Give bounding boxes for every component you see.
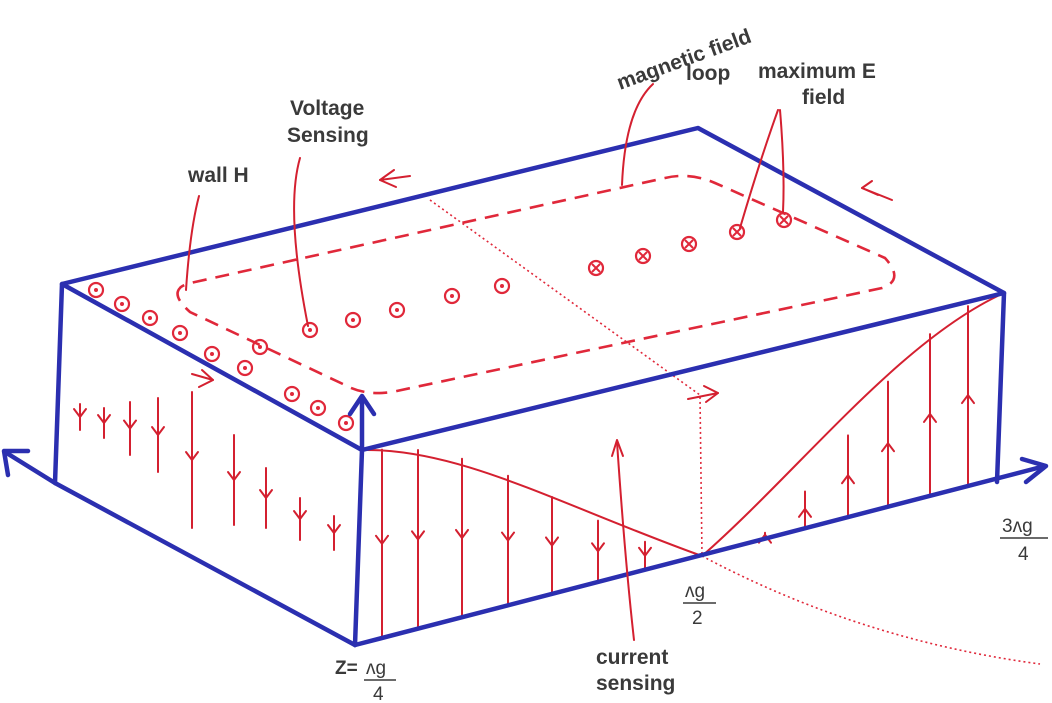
box-right-edge	[994, 290, 1007, 485]
dot-marker-10	[337, 414, 355, 432]
loop-arrow-top-head	[379, 169, 397, 188]
loop-arrow-right-head	[861, 180, 879, 196]
dot-marker-12	[344, 311, 362, 329]
side-arrow-3	[123, 401, 137, 456]
dot-marker-11	[301, 321, 319, 339]
max-e-field-leader-1	[739, 109, 779, 229]
dot-marker-1	[87, 281, 105, 299]
right-current-arrows	[758, 305, 975, 544]
dot-marker-6	[236, 359, 254, 377]
loop-arrow-bottom	[687, 392, 719, 400]
dot-marker-3	[141, 309, 159, 327]
z-numerator: ʌg	[366, 658, 386, 679]
loop-arrow-top	[379, 175, 411, 181]
loop-arrow-left	[191, 373, 214, 381]
x-axis	[2, 449, 58, 486]
label-current-sensing: sensing	[596, 672, 675, 695]
wave-curve-right	[701, 292, 1005, 557]
down-arrow-6	[961, 305, 975, 485]
cross-marker-3	[680, 235, 698, 253]
cross-marker-5	[775, 211, 793, 229]
current-wave-curve	[361, 448, 703, 557]
side-arrow-8	[293, 497, 307, 541]
front-arrow-1	[375, 448, 389, 639]
dot-marker-5	[203, 345, 221, 363]
dot-marker-7	[251, 338, 269, 356]
front-arrow-3	[455, 457, 469, 619]
label-current: current	[596, 646, 668, 669]
loop-arrow-bottom-head	[703, 385, 719, 403]
down-arrow-2	[798, 490, 812, 528]
voltage-sensing-leader	[293, 157, 309, 327]
front-arrow-4	[501, 474, 515, 607]
label-maximum-e: maximum E	[758, 60, 876, 83]
current-sensing-leader	[616, 441, 635, 641]
box-left-edge	[52, 281, 65, 486]
z-axis	[352, 463, 1048, 648]
dot-marker-15	[493, 277, 511, 295]
cross-marker-1	[587, 259, 605, 277]
current-sensing-arrowhead	[611, 439, 624, 457]
z-axis-arrowhead	[1019, 456, 1049, 485]
label-voltage: Voltage	[290, 97, 364, 120]
dot-marker-14	[443, 287, 461, 305]
front-arrow-2	[411, 449, 425, 630]
max-e-field-leader-2	[779, 109, 785, 213]
label-sensing: Sensing	[287, 124, 369, 147]
wall-h-leader	[185, 195, 200, 291]
box-front-edge	[352, 447, 365, 648]
dot-marker-8	[283, 385, 301, 403]
side-wall-arrows	[73, 391, 341, 551]
side-arrow-2	[97, 407, 111, 439]
cross-marker-4	[728, 223, 746, 241]
x-axis-arrowhead	[1, 448, 31, 478]
box-bottom-left-edge	[52, 480, 358, 648]
label-leaders	[185, 83, 785, 641]
label-wall-h: wall H	[187, 164, 249, 187]
side-arrow-4	[151, 397, 165, 473]
y-axis-arrowhead	[347, 393, 377, 417]
loop-arrow-left-head	[198, 369, 214, 388]
front-arrow-6	[591, 519, 605, 583]
front-current-arrows	[375, 448, 652, 639]
side-arrow-5	[185, 391, 199, 529]
dot-marker-13	[388, 301, 406, 319]
label-loop: loop	[686, 62, 730, 85]
e-field-out-markers	[87, 277, 511, 432]
front-arrow-5	[545, 496, 559, 595]
three-quarter-numerator: 3ʌg	[1002, 516, 1033, 537]
down-arrow-3	[841, 434, 855, 517]
dot-marker-2	[113, 295, 131, 313]
side-arrow-1	[73, 403, 87, 431]
label-field: field	[802, 86, 845, 109]
magnetic-field-loop-leader	[621, 83, 654, 186]
half-denominator: 2	[692, 608, 703, 629]
dot-marker-4	[171, 324, 189, 342]
cross-marker-2	[634, 247, 652, 265]
continued-wave-dotted	[701, 555, 1041, 665]
side-arrow-7	[259, 467, 273, 529]
front-arrow-7	[638, 540, 652, 571]
waveguide-box	[1, 125, 1049, 648]
label-magnetic-field: magnetic field	[614, 25, 755, 95]
loop-direction-arrows	[191, 169, 893, 403]
e-field-in-markers	[587, 211, 793, 277]
z-prefix: Z=	[335, 658, 358, 679]
down-arrow-4	[881, 380, 895, 506]
side-arrow-6	[227, 434, 241, 526]
three-quarter-denominator: 4	[1018, 544, 1029, 565]
center-dotted-line	[429, 199, 703, 557]
dot-marker-9	[309, 399, 327, 417]
half-numerator: ʌg	[685, 581, 705, 602]
z-denominator: 4	[373, 684, 384, 703]
down-arrow-5	[923, 333, 937, 495]
magnetic-field-loop	[176, 174, 896, 395]
side-arrow-9	[327, 515, 341, 551]
